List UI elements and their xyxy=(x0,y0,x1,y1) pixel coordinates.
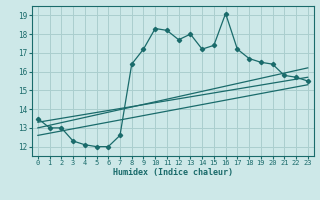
X-axis label: Humidex (Indice chaleur): Humidex (Indice chaleur) xyxy=(113,168,233,177)
